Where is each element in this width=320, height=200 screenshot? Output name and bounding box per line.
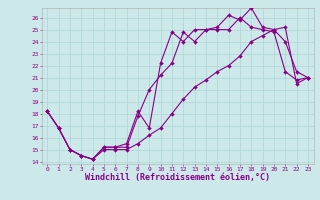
X-axis label: Windchill (Refroidissement éolien,°C): Windchill (Refroidissement éolien,°C) (85, 173, 270, 182)
